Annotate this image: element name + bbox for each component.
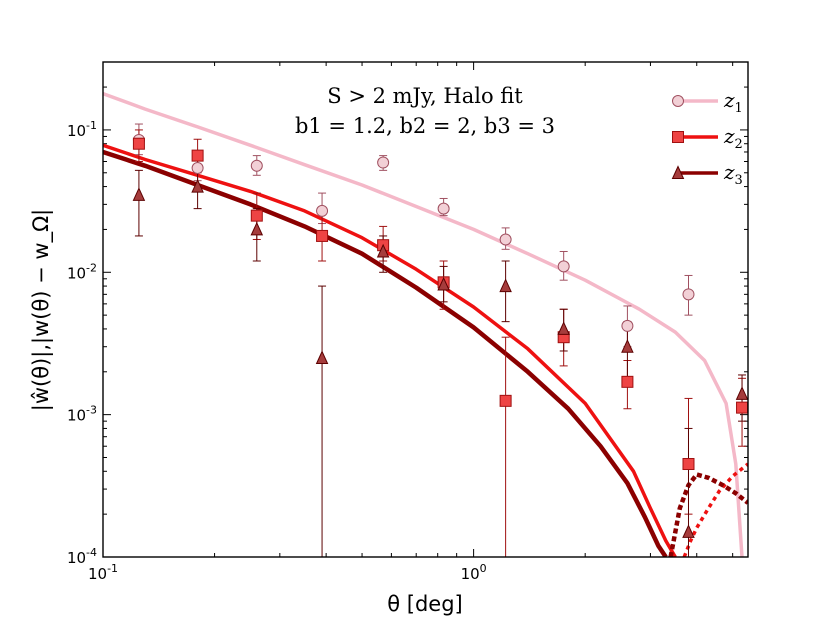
data-point-z3 (132, 187, 146, 201)
data-point-z3 (499, 278, 512, 293)
data-point-z3 (735, 386, 748, 400)
legend-label-z2: z2 (723, 124, 743, 152)
legend-label-z3: z3 (723, 160, 743, 188)
x-tick-label: 10-1 (88, 562, 118, 583)
annotation-line-2: b1 = 1.2, b2 = 2, b3 = 3 (295, 114, 555, 138)
model-curve-negative-z2 (682, 462, 748, 557)
y-tick-label: 10-4 (67, 546, 97, 567)
data-point-z2 (736, 401, 748, 414)
data-point-z2 (316, 229, 329, 242)
data-point-z3 (191, 178, 204, 193)
x-axis-label: θ [deg] (387, 592, 463, 616)
data-point-z1 (437, 202, 450, 215)
data-point-z3 (315, 350, 329, 364)
tick-labels: 10-1 100 10-4 10-3 10-2 10-1 (67, 119, 487, 583)
legend: z1 z2 z3 (671, 88, 743, 188)
data-markers (132, 133, 748, 538)
data-point-z1 (377, 156, 390, 169)
data-point-z2 (191, 149, 204, 162)
data-point-z3 (557, 321, 570, 335)
y-tick-label: 10-3 (67, 404, 97, 425)
data-point-z2 (499, 394, 512, 407)
data-point-z3 (437, 276, 450, 291)
data-point-z3 (621, 339, 634, 353)
annotation-line-1: S > 2 mJy, Halo fit (327, 84, 523, 108)
data-point-z2 (132, 137, 145, 150)
model-curve-negative-z3 (668, 472, 748, 557)
data-point-z2 (250, 209, 263, 222)
data-point-z1 (191, 162, 204, 175)
y-axis-label: |ŵ(θ)|,|w(θ) − w_Ω| (29, 209, 54, 411)
data-point-z3 (250, 221, 264, 236)
legend-marker-z3 (671, 165, 685, 179)
data-point-z2 (682, 458, 695, 471)
data-point-z2 (621, 375, 634, 388)
y-tick-label: 10-1 (67, 119, 97, 140)
data-point-z1 (316, 204, 329, 217)
model-curve-z3 (103, 149, 668, 557)
y-tick-label: 10-2 (67, 261, 97, 282)
data-point-z1 (557, 260, 570, 273)
legend-marker-z2 (672, 131, 684, 143)
data-point-z3 (682, 524, 695, 538)
plot-frame (102, 61, 749, 558)
data-point-z3 (376, 243, 390, 258)
data-point-z1 (250, 159, 263, 172)
data-point-z1 (682, 288, 695, 301)
legend-label-z1: z1 (723, 88, 743, 116)
data-point-z1 (499, 233, 512, 246)
data-point-z1 (621, 319, 634, 332)
legend-marker-z1 (672, 95, 684, 107)
x-tick-label: 100 (461, 562, 487, 583)
